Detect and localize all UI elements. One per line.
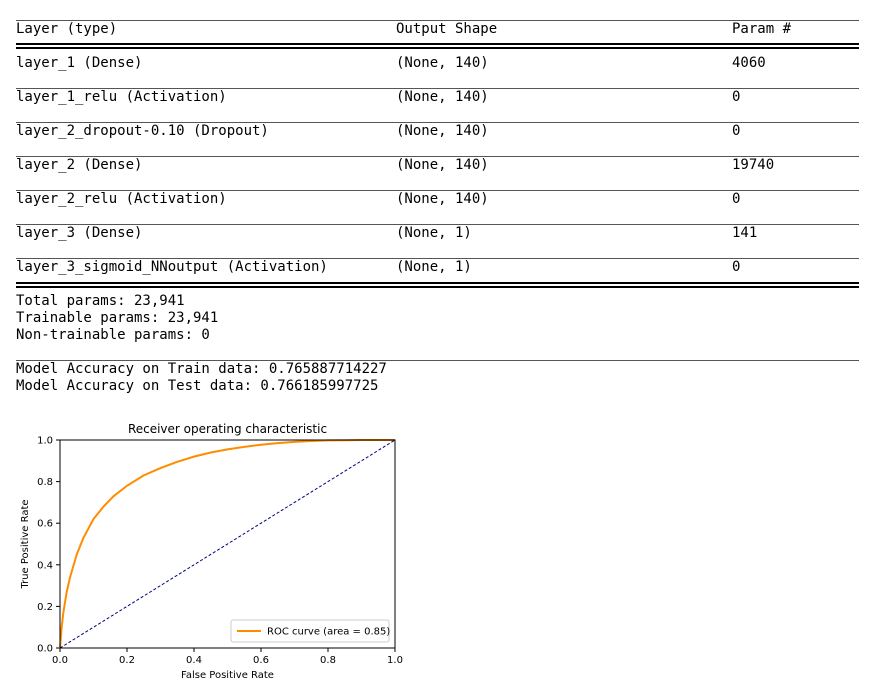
roc-curve-line [59,439,395,649]
table-row-output-shape: (None, 140) [396,157,489,173]
x-tick-label: 0.8 [320,655,336,666]
table-row-param-count: 19740 [732,157,775,173]
table-row-layer-name: layer_2_dropout-0.10 (Dropout) [16,123,269,139]
table-row-param-count: 0 [732,259,741,275]
table-row-output-shape: (None, 140) [396,89,489,105]
y-tick-label: 0.2 [37,602,53,613]
y-tick-label: 0.4 [37,560,53,571]
y-axis-label: True Positive Rate [20,499,31,589]
table-row-layer-name: layer_3 (Dense) [16,225,143,241]
table-row-output-shape: (None, 140) [396,55,489,71]
table-row-output-shape: (None, 1) [396,259,472,275]
y-tick-label: 1.0 [37,436,53,447]
header-layer-type: Layer (type) [16,21,118,37]
train-accuracy: Model Accuracy on Train data: 0.76588771… [16,361,387,377]
table-row-param-count: 0 [732,89,741,105]
header-output-shape: Output Shape [396,21,498,37]
table-row-param-count: 4060 [732,55,766,71]
table-row-separator [16,156,859,157]
legend-box [230,619,390,643]
table-row-separator [16,88,859,89]
table-row-separator [16,190,859,191]
totals-bottom-rule [16,360,859,361]
table-row-output-shape: (None, 140) [396,123,489,139]
x-tick-label: 0.2 [119,655,135,666]
y-tick-label: 0.8 [37,477,53,488]
table-row-layer-name: layer_2_relu (Activation) [16,191,227,207]
total-params: Total params: 23,941 [16,293,185,309]
x-tick-label: 0.0 [52,655,68,666]
chart-title: Receiver operating characteristic [128,422,327,436]
x-tick-label: 0.4 [186,655,202,666]
x-tick-label: 1.0 [387,655,403,666]
table-row-param-count: 0 [732,123,741,139]
table-row-param-count: 0 [732,191,741,207]
table-row-layer-name: layer_1_relu (Activation) [16,89,227,105]
trainable-params: Trainable params: 23,941 [16,310,219,326]
header-param-count: Param # [732,21,792,37]
table-row-param-count: 141 [732,225,758,241]
table-row-output-shape: (None, 1) [396,225,472,241]
table-row-output-shape: (None, 140) [396,191,489,207]
header-double-rule [16,43,859,49]
roc-chart-svg: Receiver operating characteristic 0.0 0.2 0… [20,422,403,681]
x-tick-label: 0.6 [253,655,269,666]
table-row-separator [16,122,859,123]
header-top-rule [16,20,859,21]
y-tick-label: 0.0 [37,644,53,655]
table-row-separator [16,258,859,259]
table-bottom-double-rule [16,282,859,288]
y-tick-label: 0.6 [37,519,53,530]
table-row-layer-name: layer_2 (Dense) [16,157,143,173]
table-row-separator [16,224,859,225]
non-trainable-params: Non-trainable params: 0 [16,327,210,343]
chance-diagonal-line [59,439,396,649]
legend-label: ROC curve (area = 0.85) [267,627,390,638]
plot-frame [59,439,396,649]
x-axis-label: False Positive Rate [181,670,274,681]
test-accuracy: Model Accuracy on Test data: 0.766185997… [16,378,379,394]
roc-chart: Receiver operating characteristic 0.0 0.2 0… [14,408,414,691]
table-row-layer-name: layer_3_sigmoid_NNoutput (Activation) [16,259,328,275]
table-row-layer-name: layer_1 (Dense) [16,55,143,71]
